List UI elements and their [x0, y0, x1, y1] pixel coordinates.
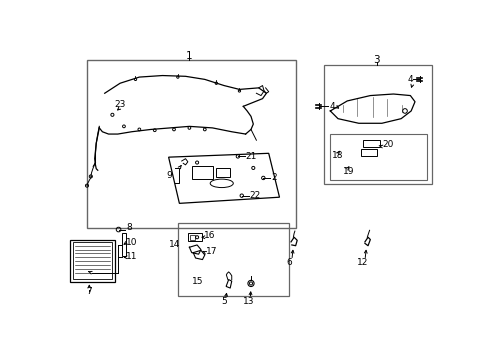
Bar — [87, 60, 296, 228]
Text: 12: 12 — [356, 258, 367, 267]
Text: 4: 4 — [329, 102, 334, 111]
Bar — [191, 166, 213, 179]
Text: 22: 22 — [249, 191, 260, 200]
Bar — [216, 168, 230, 177]
Text: 17: 17 — [206, 247, 217, 256]
Text: 6: 6 — [286, 258, 292, 267]
Text: 4: 4 — [407, 75, 412, 84]
Bar — [187, 233, 202, 241]
Bar — [190, 235, 194, 239]
Bar — [122, 233, 126, 256]
Text: 18: 18 — [331, 151, 343, 160]
Text: 23: 23 — [115, 100, 126, 109]
Text: 13: 13 — [243, 297, 254, 306]
Text: 9: 9 — [166, 171, 172, 180]
Text: 10: 10 — [126, 238, 138, 247]
Bar — [324, 65, 431, 184]
Text: 20: 20 — [382, 140, 393, 149]
Text: 16: 16 — [203, 231, 215, 240]
Text: 1: 1 — [186, 51, 192, 61]
Text: 15: 15 — [191, 278, 203, 287]
Bar — [360, 149, 376, 156]
Text: 7: 7 — [86, 287, 92, 296]
Text: 3: 3 — [372, 55, 379, 65]
Bar — [362, 140, 379, 147]
Bar — [70, 239, 115, 282]
Text: 11: 11 — [126, 252, 138, 261]
Bar — [178, 222, 289, 296]
Text: 8: 8 — [126, 224, 132, 233]
Text: 5: 5 — [221, 297, 226, 306]
Text: 2: 2 — [270, 174, 276, 183]
Text: 19: 19 — [343, 167, 354, 176]
Text: 14: 14 — [168, 240, 180, 249]
Text: 21: 21 — [245, 152, 257, 161]
Bar — [73, 242, 111, 279]
Bar — [329, 134, 427, 180]
